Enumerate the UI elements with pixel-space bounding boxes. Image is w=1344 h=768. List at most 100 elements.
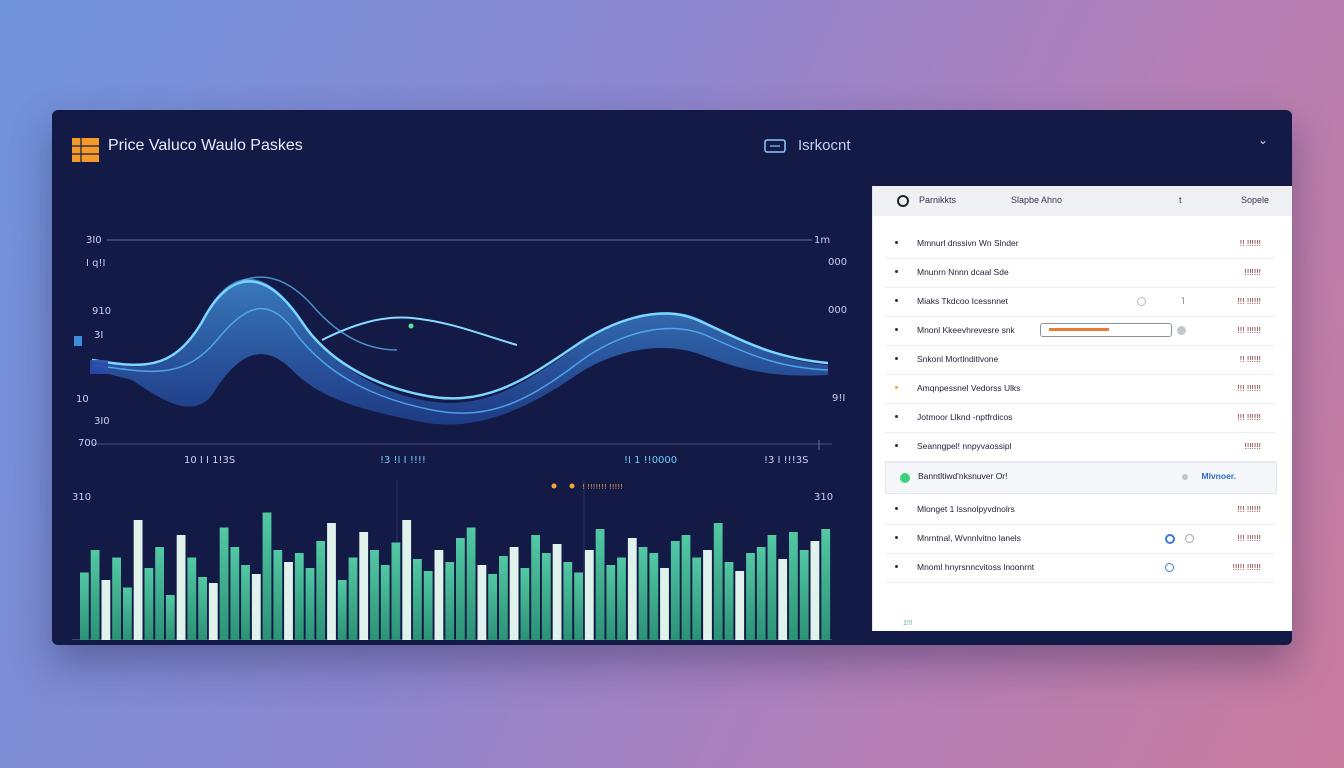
bar (165, 595, 175, 640)
list-item[interactable]: Mnrntnal, Wvnnlvitno lanels !!! !!!!!! (885, 525, 1275, 554)
y-marker-icon (74, 336, 82, 346)
bar (219, 527, 229, 640)
bar (402, 520, 412, 640)
bar (144, 568, 154, 640)
panel-col-header-3[interactable]: t (1179, 195, 1182, 205)
bar (649, 553, 659, 640)
y-right-label-3: 9!I (832, 393, 845, 404)
radio-icon[interactable] (1165, 563, 1174, 572)
wave-band-main (92, 278, 828, 425)
bar (198, 577, 207, 640)
bar (327, 523, 336, 640)
bar (584, 550, 594, 640)
bullet-icon (895, 357, 898, 360)
data-panel: Parnikkts Slapbe Ahno t Sopele Mmnurl dn… (872, 186, 1292, 631)
list-item[interactable]: Miaks Tkdcoo Icessnnet ˥ !!! !!!!!! (885, 288, 1275, 317)
row-label: Mnonl Kkeevhrevesre snk (917, 325, 1015, 335)
list-item[interactable]: Amqnpessnel Vedorss Ulks !!! !!!!!! (885, 375, 1275, 404)
list-item[interactable]: Seanngpel! nnpyvaossipl !!!!!!! (885, 433, 1275, 462)
row-value: !!! !!!!!! (1237, 504, 1261, 514)
row-label: Seanngpel! nnpyvaossipl (917, 441, 1012, 451)
list-item[interactable]: Jotmoor Llknd -nptfrdicos !!! !!!!!! (885, 404, 1275, 433)
wave-line-2 (91, 307, 829, 414)
caret-icon: ˥ (1181, 296, 1185, 306)
bar (251, 574, 261, 640)
row-value: !!! !!!!!! (1237, 533, 1261, 543)
bar (735, 571, 745, 640)
charts-svg: 3I0 I q!I 910 3I 10 3I0 700 1m 000 000 9… (72, 235, 847, 640)
bar (509, 547, 519, 640)
circle-icon (897, 195, 909, 207)
row-value: !!! !!!!!! (1237, 325, 1261, 335)
bullet-icon (895, 299, 898, 302)
bar (520, 568, 530, 640)
bullet-icon (895, 386, 898, 389)
bar (660, 568, 669, 640)
bar (778, 559, 788, 640)
bar (123, 587, 132, 640)
charts-area: 3I0 I q!I 910 3I 10 3I0 700 1m 000 000 9… (52, 200, 852, 640)
grid-logo-icon (72, 138, 99, 162)
list-item[interactable]: Mnonl Kkeevhrevesre snk !!! !!!!!! (885, 317, 1275, 346)
list-item-selected[interactable]: Banntltiwd'nksnuver Or! Mlvnoer. (885, 462, 1277, 494)
bar (262, 512, 272, 640)
bar (810, 541, 820, 640)
bar (112, 557, 121, 640)
row-label: Banntltiwd'nksnuver Or! (918, 471, 1008, 481)
status-dot[interactable] (1177, 326, 1186, 335)
row-value: !! !!!!!! (1239, 354, 1261, 364)
bullet-icon (895, 270, 898, 273)
x-label-2: !I 1 !!0000 (624, 455, 677, 466)
y-left-label-3: 3I (94, 330, 103, 341)
panel-col-header-1[interactable]: Parnikkts (919, 195, 957, 205)
bar-y-left-label: 310 (72, 492, 91, 503)
radio-icon[interactable] (1137, 297, 1146, 306)
bar (670, 541, 680, 640)
row-value: Mlvnoer. (1201, 471, 1236, 481)
bar (692, 557, 702, 640)
list-item[interactable]: Mlonget 1 lssnolpyvdnolrs !!! !!!!!! (885, 496, 1275, 525)
radio-icon[interactable] (1185, 534, 1194, 543)
bar (305, 568, 315, 640)
panel-col-header-2[interactable]: Slapbe Ahno (1011, 195, 1063, 205)
bar (294, 553, 304, 640)
bar (316, 541, 326, 640)
bar (499, 556, 508, 640)
bar (359, 532, 369, 640)
bar (681, 535, 691, 640)
panel-footer: 1!!! (903, 620, 913, 627)
bullet-icon (895, 444, 898, 447)
y-left-label-6: 700 (78, 438, 97, 449)
y-left-label-4: 10 (76, 394, 89, 405)
progress-field[interactable] (1040, 323, 1172, 337)
radio-selected-icon[interactable] (1165, 534, 1175, 544)
row-value: !!!!! !!!!!! (1232, 562, 1261, 572)
bar (133, 520, 143, 640)
row-label: Mnrntnal, Wvnnlvitno lanels (917, 533, 1021, 543)
bullet-icon (895, 565, 898, 568)
header-center[interactable]: Isrkocnt (764, 137, 851, 154)
bullet-icon (895, 241, 898, 244)
chevron-down-icon[interactable]: ⌄ (1258, 133, 1269, 147)
list-item[interactable]: Snkonl Mortlnditlvone !! !!!!!! (885, 346, 1275, 375)
row-label: Mmnurl dnssivn Wn Slnder (917, 238, 1019, 248)
row-label: Mnunrn Nnnn dcaal Sde (917, 267, 1009, 277)
bar (241, 565, 250, 640)
list-item[interactable]: Mnoml hnyrsnncvitoss lnoonrnt !!!!! !!!!… (885, 554, 1275, 583)
bar (477, 565, 487, 640)
panel-col-header-4[interactable]: Sopele (1241, 195, 1270, 205)
bar (713, 523, 723, 640)
row-label: Miaks Tkdcoo Icessnnet (917, 296, 1009, 306)
bar (767, 535, 777, 640)
list-item[interactable]: Mnunrn Nnnn dcaal Sde !!!!!!! (885, 259, 1275, 288)
wave-line-3 (321, 316, 518, 346)
wave-line-4 (226, 276, 398, 351)
y-left-label-0: 3I0 (86, 235, 102, 246)
status-dot (1182, 474, 1188, 480)
bar (595, 529, 605, 640)
x-label-3: !3 I !!!3S (764, 455, 808, 466)
bar (756, 547, 766, 640)
bullet-icon (895, 507, 898, 510)
row-value: !! !!!!!! (1239, 238, 1261, 248)
list-item[interactable]: Mmnurl dnssivn Wn Slnder !! !!!!!! (885, 230, 1275, 259)
